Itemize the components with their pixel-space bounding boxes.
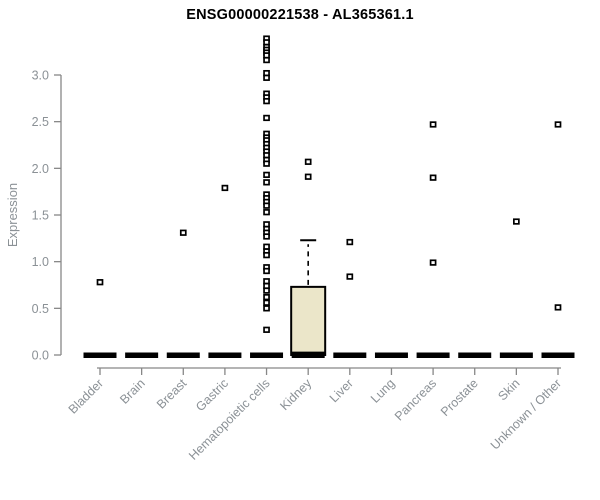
zero-bar	[250, 352, 284, 358]
y-tick-label: 3.0	[32, 69, 49, 83]
y-tick-label: 1.0	[32, 255, 49, 269]
zero-bar	[499, 352, 533, 358]
zero-bar	[125, 352, 159, 358]
data-point	[263, 160, 270, 167]
x-tick-label: Gastric	[193, 376, 231, 414]
data-point	[263, 114, 270, 122]
data-point	[429, 174, 437, 181]
data-point	[429, 121, 437, 128]
y-tick-label: 0.5	[32, 302, 49, 316]
data-point	[221, 184, 229, 192]
data-point	[554, 304, 562, 311]
box-kidney	[290, 285, 327, 356]
y-tick-label: 1.5	[32, 209, 49, 223]
x-tick-label: Breast	[154, 376, 190, 412]
x-tick-label: Brain	[117, 376, 148, 407]
data-point	[304, 173, 312, 180]
y-tick-label: 2.0	[32, 162, 49, 176]
data-point	[263, 305, 270, 312]
data-point	[263, 251, 270, 259]
zero-bar	[208, 352, 242, 358]
data-point	[263, 233, 270, 240]
data-point	[263, 171, 270, 179]
data-point	[304, 158, 312, 165]
x-tick-label: Pancreas	[392, 376, 439, 423]
data-point	[263, 56, 270, 64]
zero-bar	[83, 352, 117, 358]
zero-bar	[458, 352, 492, 358]
data-point	[96, 279, 104, 286]
x-tick-label: Bladder	[66, 376, 106, 416]
x-tick-label: Liver	[327, 376, 356, 405]
zero-bar	[291, 352, 325, 358]
data-point	[429, 259, 437, 266]
data-point	[263, 97, 270, 105]
x-tick-label: Kidney	[277, 376, 314, 413]
zero-bar	[541, 352, 575, 358]
data-point	[179, 229, 187, 236]
zero-bar	[416, 352, 450, 358]
zero-bar	[166, 352, 200, 358]
x-tick-label: Lung	[368, 376, 398, 406]
x-tick-label: Prostate	[438, 376, 481, 419]
zero-bar	[374, 352, 408, 358]
data-point	[263, 209, 270, 216]
data-point	[513, 218, 520, 225]
data-point	[263, 179, 270, 186]
data-point	[554, 121, 562, 128]
data-point	[346, 273, 354, 280]
data-point	[263, 287, 270, 294]
data-point	[263, 202, 270, 209]
data-point	[263, 299, 270, 306]
data-point	[263, 293, 270, 301]
y-tick-label: 0.0	[32, 349, 49, 363]
data-point	[263, 326, 270, 333]
data-point	[346, 238, 354, 246]
x-tick-label: Unknown / Other	[488, 376, 564, 452]
chart-title: ENSG00000221538 - AL365361.1	[186, 7, 414, 23]
x-tick-label: Skin	[495, 376, 522, 403]
data-point	[263, 74, 270, 81]
x-tick-label: Hematopoietic cells	[186, 376, 273, 463]
y-tick-label: 2.5	[32, 115, 49, 129]
zero-bar	[333, 352, 367, 358]
data-point	[263, 267, 270, 275]
